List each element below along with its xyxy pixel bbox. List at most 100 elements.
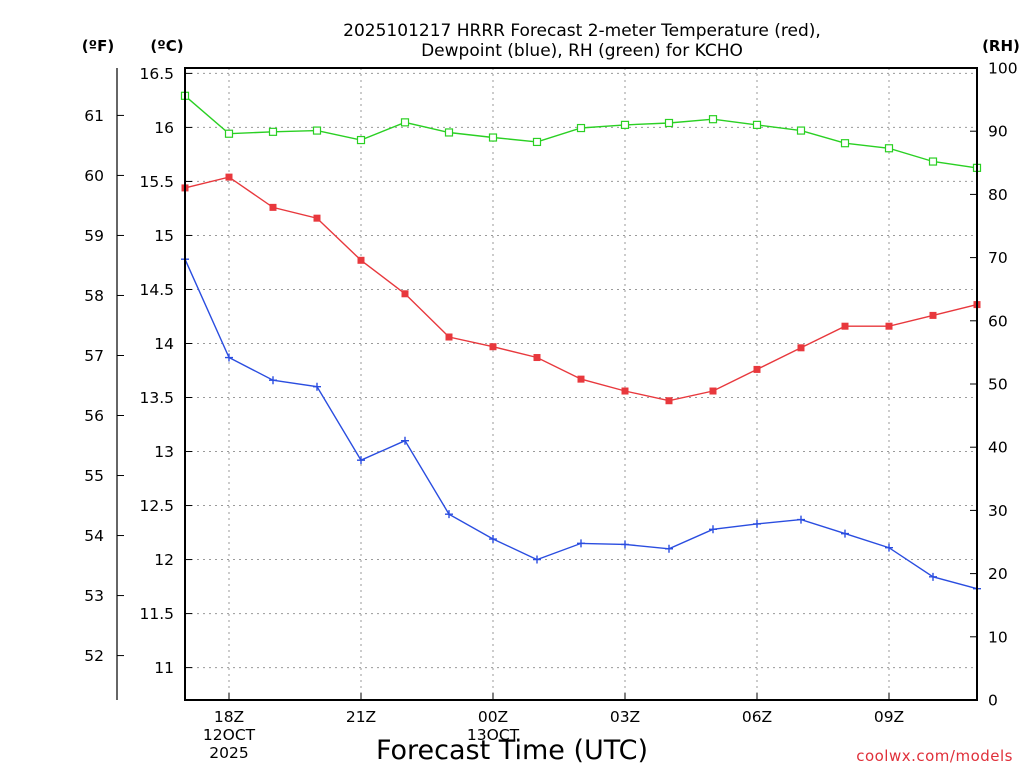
dewpoint-point [533,555,541,564]
rh-point [268,127,278,136]
temperature-point [797,344,805,352]
credit-label: coolwx.com/models [856,747,1013,765]
temperature-point [489,343,497,351]
dewpoint-point [313,382,321,391]
rh-point [488,133,498,142]
fahrenheit-tick-label: 58 [84,287,104,305]
celsius-unit-label: (ºC) [150,37,183,55]
temperature-point [929,311,937,319]
rh-tick-label: 10 [988,628,1008,646]
fahrenheit-tick-label: 56 [84,407,104,425]
temperature-point [401,290,409,298]
fahrenheit-tick-label: 60 [84,167,104,185]
fahrenheit-axis: 52 53 54 55 56 57 58 59 60 61 [84,68,124,700]
dewpoint-point [225,353,233,362]
x-tick-label: 09Z [874,708,904,726]
title-line-1: 2025101217 HRRR Forecast 2-meter Tempera… [343,21,821,41]
celsius-tick-label: 15.5 [139,173,174,191]
fahrenheit-tick-label: 55 [84,467,104,485]
temperature-point [709,387,717,395]
rh-axis: 0 10 20 30 40 50 60 70 80 90 100 [970,60,1018,710]
x-tick-label: 2025 [209,744,248,762]
temperature-point [621,387,629,395]
celsius-tick-label: 12.5 [139,497,174,515]
dewpoint-point [929,572,937,581]
fahrenheit-tick-label: 61 [84,107,104,125]
title: 2025101217 HRRR Forecast 2-meter Tempera… [343,21,821,61]
rh-point [400,118,410,127]
dewpoint-point [885,543,893,552]
celsius-tick-label: 14 [154,335,174,353]
celsius-tick-label: 13.5 [139,389,174,407]
temperature-point [313,214,321,222]
temperature-point [357,256,365,264]
rh-unit-label: (RH) [982,37,1020,55]
rh-tick-label: 0 [988,692,998,710]
rh-point [532,137,542,147]
rh-point [444,128,454,137]
x-tick-label: 13OCT [467,726,520,744]
x-tick-label: 21Z [346,708,376,726]
fahrenheit-tick-label: 53 [84,587,104,605]
rh-tick-label: 60 [988,312,1008,330]
fahrenheit-tick-label: 59 [84,227,104,245]
fahrenheit-unit-label: (ºF) [82,37,114,55]
rh-point [356,135,366,145]
rh-point [620,120,630,129]
rh-tick-label: 40 [988,439,1008,457]
celsius-tick-label: 16 [154,119,174,137]
x-tick-label: 06Z [742,708,772,726]
celsius-tick-label: 11.5 [139,605,174,623]
rh-tick-label: 90 [988,123,1008,141]
dewpoint-point [489,535,497,544]
celsius-tick-label: 12 [154,551,174,569]
dewpoint-point [709,525,717,534]
celsius-tick-label: 13 [154,443,174,461]
rh-tick-label: 70 [988,249,1008,267]
temperature-point [577,375,585,383]
x-tick-label: 12OCT [203,726,256,744]
fahrenheit-tick-label: 52 [84,647,104,665]
temperature-point [885,322,893,330]
rh-point [224,129,234,138]
dewpoint-point [621,540,629,549]
rh-tick-label: 50 [988,376,1008,394]
rh-point [796,126,806,135]
temperature-point [445,333,453,341]
dewpoint-point [269,376,277,385]
x-tick-label: 00Z [478,708,508,726]
celsius-axis: 11 11.5 12 12.5 13 13.5 14 14.5 15 15.5 16 16.5 [139,65,192,677]
temperature-point [225,173,233,181]
temperature-point [269,203,277,211]
temperature-point [753,365,761,373]
rh-tick-label: 30 [988,502,1008,520]
fahrenheit-tick-label: 57 [84,347,104,365]
dewpoint-point [753,519,761,528]
dewpoint-point [401,436,409,445]
rh-point [840,139,850,148]
rh-point [752,120,762,129]
temperature-point [665,397,673,405]
celsius-tick-label: 16.5 [139,65,174,83]
fahrenheit-tick-label: 54 [84,527,104,545]
temperature-point [841,322,849,330]
rh-point [664,118,674,128]
rh-tick-label: 20 [988,565,1008,583]
dewpoint-point [665,544,673,553]
temperature-line [184,176,978,402]
celsius-tick-label: 11 [154,659,174,677]
data-series [180,91,982,593]
rh-point [312,126,322,135]
dewpoint-point [357,456,365,465]
dewpoint-point [445,510,453,519]
dewpoint-point [841,529,849,538]
celsius-tick-label: 14.5 [139,281,174,299]
title-line-2: Dewpoint (blue), RH (green) for KCHO [421,41,743,61]
temperature-point [533,354,541,362]
rh-point [884,144,894,153]
celsius-tick-label: 15 [154,227,174,245]
rh-point [708,115,718,124]
gridlines [185,68,977,700]
